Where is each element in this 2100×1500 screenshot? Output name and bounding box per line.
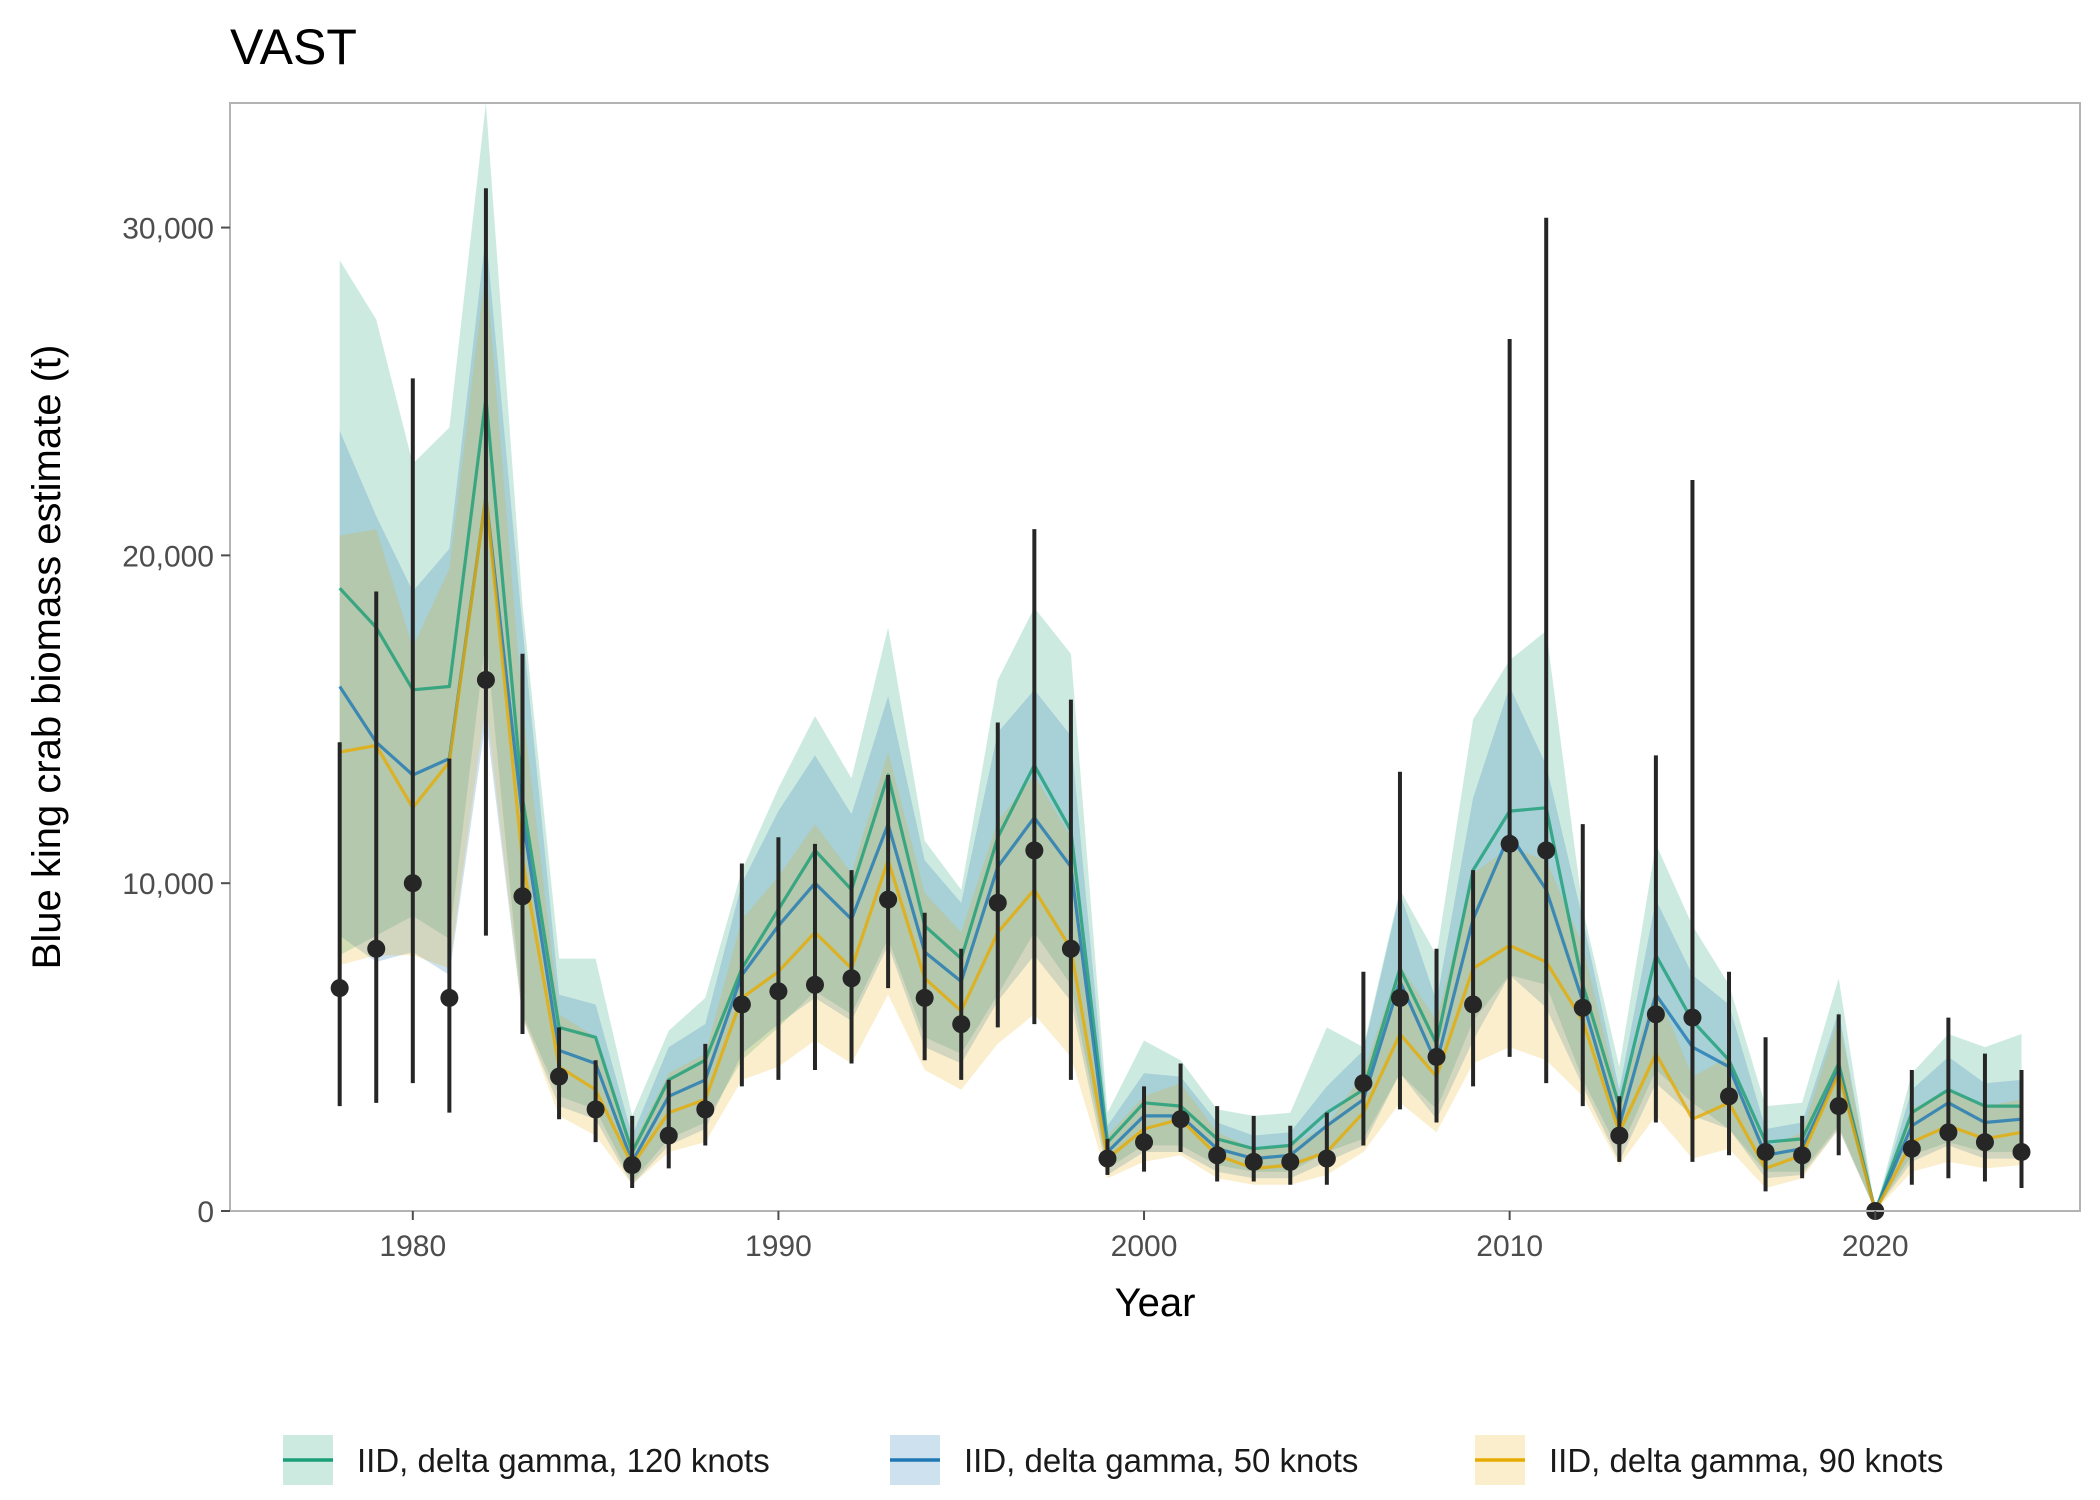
- data-point-2014: [1646, 1005, 1665, 1024]
- y-axis: 0 10,000 20,000 30,000: [122, 213, 230, 1229]
- data-point-1987: [659, 1126, 678, 1145]
- data-point-1980: [403, 874, 422, 893]
- legend: IID, delta gamma, 120 knots IID, delta ga…: [283, 1435, 1943, 1485]
- x-tick-label: 2010: [1476, 1230, 1543, 1263]
- x-tick-label: 2020: [1842, 1230, 1909, 1263]
- data-point-1991: [805, 975, 824, 994]
- data-point-2003: [1244, 1152, 1263, 1171]
- data-point-1989: [732, 995, 751, 1014]
- data-point-1990: [769, 982, 788, 1001]
- data-point-1981: [440, 988, 459, 1007]
- data-point-1996: [988, 893, 1007, 912]
- confidence-bands: [339, 103, 2022, 1212]
- data-point-2015: [1683, 1008, 1702, 1027]
- data-point-2002: [1208, 1146, 1227, 1165]
- data-point-2001: [1171, 1110, 1190, 1129]
- data-point-1988: [696, 1100, 715, 1119]
- data-point-1997: [1025, 841, 1044, 860]
- x-tick-label: 1990: [745, 1230, 812, 1263]
- y-axis-title: Blue king crab biomass estimate (t): [25, 345, 69, 970]
- data-point-2000: [1135, 1133, 1154, 1152]
- data-point-2021: [1902, 1139, 1921, 1158]
- data-point-2011: [1537, 841, 1556, 860]
- data-point-1995: [952, 1015, 971, 1034]
- y-tick-label: 30,000: [122, 213, 214, 246]
- legend-label-1: IID, delta gamma, 50 knots: [964, 1442, 1358, 1479]
- data-point-2023: [1975, 1133, 1994, 1152]
- x-axis: 1980 1990 2000 2010 2020: [379, 1211, 1909, 1263]
- error-bars: [337, 188, 2024, 1192]
- data-point-2018: [1793, 1146, 1812, 1165]
- data-point-2008: [1427, 1047, 1446, 1066]
- plot-panel-border: [229, 102, 2081, 1212]
- data-point-2007: [1390, 988, 1409, 1007]
- data-point-1992: [842, 969, 861, 988]
- y-tick-label: 10,000: [122, 868, 214, 901]
- data-point-1994: [915, 988, 934, 1007]
- y-tick-label: 0: [197, 1196, 214, 1229]
- data-point-1982: [476, 670, 495, 689]
- data-point-1993: [879, 890, 898, 909]
- data-point-2012: [1573, 998, 1592, 1017]
- x-axis-title: Year: [1115, 1281, 1196, 1325]
- y-tick-label: 20,000: [122, 540, 214, 573]
- data-point-2024: [2012, 1142, 2031, 1161]
- legend-label-2: IID, delta gamma, 90 knots: [1549, 1442, 1943, 1479]
- data-point-1979: [367, 939, 386, 958]
- data-point-2004: [1281, 1152, 1300, 1171]
- data-point-2016: [1720, 1087, 1739, 1106]
- band-series-1: [339, 234, 2022, 1212]
- data-point-2006: [1354, 1074, 1373, 1093]
- data-point-2010: [1500, 834, 1519, 853]
- data-point-2019: [1829, 1097, 1848, 1116]
- data-point-2005: [1317, 1149, 1336, 1168]
- data-point-1978: [330, 979, 349, 998]
- data-point-2017: [1756, 1142, 1775, 1161]
- chart-title: VAST: [230, 19, 357, 75]
- data-point-1984: [550, 1067, 569, 1086]
- data-point-2013: [1610, 1126, 1629, 1145]
- data-point-2022: [1939, 1123, 1958, 1142]
- data-point-1985: [586, 1100, 605, 1119]
- data-point-1986: [623, 1156, 642, 1175]
- data-point-1999: [1098, 1149, 1117, 1168]
- data-point-2009: [1464, 995, 1483, 1014]
- data-point-1983: [513, 887, 532, 906]
- data-point-1998: [1061, 939, 1080, 958]
- legend-label-0: IID, delta gamma, 120 knots: [357, 1442, 770, 1479]
- x-tick-label: 2000: [1111, 1230, 1178, 1263]
- band-series-2: [339, 266, 2022, 1211]
- x-tick-label: 1980: [379, 1230, 446, 1263]
- band-series-0: [339, 103, 2022, 1211]
